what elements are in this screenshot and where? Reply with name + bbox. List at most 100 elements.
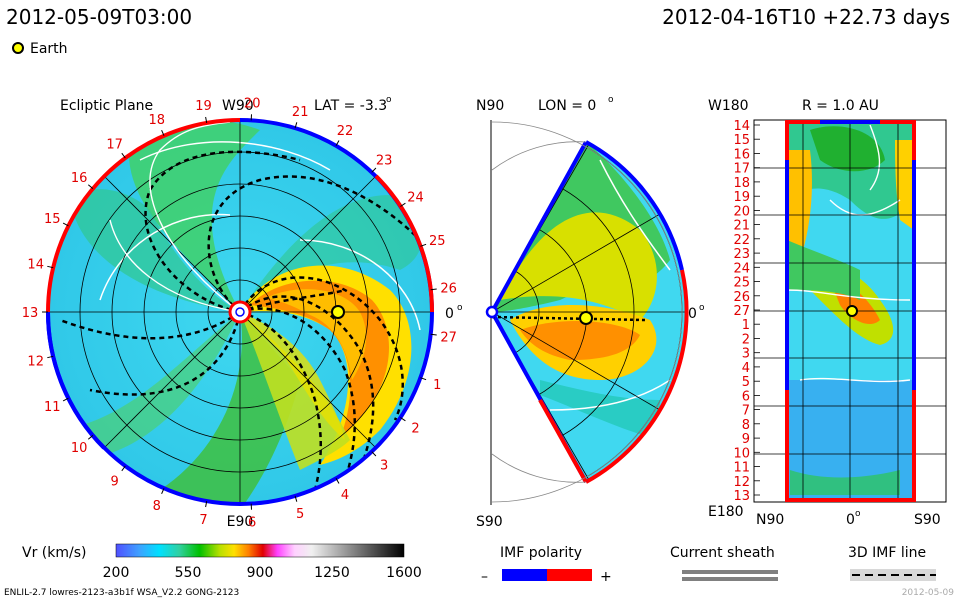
imf-line-legend: 3D IMF line (848, 545, 936, 581)
sphere-rotation-number: 4 (742, 361, 750, 376)
sphere-x-0: 0 (846, 512, 855, 528)
ecliptic-rotation-number: 7 (199, 513, 207, 528)
sphere-rotation-number: 27 (733, 304, 750, 319)
sphere-x-s90: S90 (914, 512, 941, 528)
ecliptic-rotation-number: 14 (27, 258, 44, 273)
sphere-rotation-number: 15 (733, 133, 750, 148)
sphere-rotation-numbers: 1415161718192021222324252627123456789101… (733, 119, 760, 504)
sphere-r-label: R = 1.0 AU (802, 98, 879, 114)
sphere-rotation-number: 17 (733, 162, 750, 177)
imf-line-label: 3D IMF line (848, 545, 926, 561)
earth-legend-label: Earth (30, 41, 68, 57)
sphere-rotation-number: 8 (742, 418, 750, 433)
current-sheath-label: Current sheath (670, 545, 775, 561)
ecliptic-rotation-tick (335, 140, 340, 146)
imf-polarity-legend: IMF polarity – + (481, 545, 612, 585)
header-left-time: 2012-05-09T03:00 (6, 5, 192, 29)
ecliptic-rotation-tick (335, 478, 340, 484)
ecliptic-rotation-number: 12 (27, 354, 44, 369)
imf-negative-swatch (502, 569, 547, 581)
current-sheath-line1 (682, 570, 778, 574)
ecliptic-rotation-number: 24 (407, 191, 424, 206)
sphere-rotation-number: 11 (733, 461, 750, 476)
sphere-rotation-number: 22 (733, 233, 750, 248)
ecliptic-rotation-number: 15 (44, 212, 61, 227)
sphere-x-n90: N90 (756, 512, 784, 528)
sphere-rotation-number: 16 (733, 148, 750, 163)
sphere-rotation-number: 19 (733, 190, 750, 205)
colorbar: Vr (km/s) 200 550 900 1250 1600 (22, 543, 422, 581)
meridional-top-label: N90 (476, 98, 504, 114)
sphere-rotation-number: 6 (742, 389, 750, 404)
ecliptic-rotation-number: 25 (429, 234, 446, 249)
ecliptic-right-label: 0 (445, 306, 454, 322)
ecliptic-rotation-number: 10 (71, 441, 88, 456)
ecliptic-rotation-tick (161, 488, 165, 494)
ecliptic-rotation-number: 19 (195, 99, 212, 114)
ecliptic-rotation-tick (205, 501, 208, 508)
ecliptic-rotation-tick (47, 265, 54, 269)
ecliptic-rotation-number: 4 (341, 488, 349, 503)
ecliptic-rotation-number: 1 (433, 378, 441, 393)
ecliptic-rotation-tick (121, 465, 126, 472)
current-sheath-legend: Current sheath (670, 545, 778, 581)
imf-polarity-label: IMF polarity (500, 545, 582, 561)
sphere-bottom-left: E180 (708, 504, 744, 520)
sphere-rotation-number: 26 (733, 290, 750, 305)
ecliptic-rotation-tick (62, 397, 69, 402)
imf-positive-swatch (547, 569, 592, 581)
sphere-top-label: W180 (708, 98, 749, 114)
ecliptic-rotation-tick (294, 495, 298, 502)
ecliptic-rotation-tick (430, 333, 437, 336)
ecliptic-rotation-tick (87, 184, 94, 189)
sphere-rotation-number: 1 (742, 318, 750, 333)
ecliptic-rotation-numbers: 19 20212223242526271234567891011121314151… (22, 96, 457, 530)
sphere-rotation-number: 5 (742, 375, 750, 390)
colorbar-tick-1600: 1600 (386, 565, 422, 581)
ecliptic-rotation-tick (400, 417, 406, 422)
colorbar-gradient (115, 543, 405, 558)
ecliptic-rotation-number: 20 (244, 96, 261, 111)
meridional-bottom-label: S90 (476, 514, 503, 530)
imf-minus: – (481, 569, 488, 585)
ecliptic-rotation-number: 21 (292, 105, 309, 120)
ecliptic-rotation-number: 27 (440, 330, 457, 345)
ecliptic-rotation-number: 22 (337, 124, 354, 139)
colorbar-tick-1250: 1250 (314, 565, 350, 581)
meridional-right-label: 0 (688, 306, 697, 322)
sphere-rotation-number: 12 (733, 475, 750, 490)
ecliptic-rotation-number: 13 (22, 306, 39, 321)
sphere-rotation-number: 23 (733, 247, 750, 262)
current-sheath-line2 (682, 577, 778, 581)
ecliptic-top-label: W90 (222, 98, 254, 114)
ecliptic-rotation-tick (420, 243, 427, 247)
ecliptic-rotation-tick (161, 130, 165, 136)
sphere-rotation-number: 24 (733, 261, 750, 276)
meridional-lon-degree: o (608, 95, 614, 105)
meridional-right-degree: o (699, 303, 705, 313)
meridional-lon-label: LON = 0 (538, 98, 596, 114)
earth-marker-meridional (579, 311, 593, 325)
sphere-x-degree: o (855, 509, 861, 519)
colorbar-tick-200: 200 (103, 565, 130, 581)
ecliptic-rotation-tick (371, 451, 377, 457)
ecliptic-rotation-number: 2 (411, 421, 419, 436)
earth-marker-sphere (846, 305, 858, 317)
sphere-rotation-number: 9 (742, 432, 750, 447)
sphere-rotation-number: 21 (733, 219, 750, 234)
sphere-panel: W180 R = 1.0 AU (708, 98, 947, 528)
sphere-rotation-number: 20 (733, 204, 750, 219)
sphere-rotation-number: 18 (733, 176, 750, 191)
ecliptic-lat-degree: o (386, 95, 392, 105)
sphere-rotation-number: 13 (733, 489, 750, 504)
ecliptic-rotation-tick (87, 435, 94, 440)
ecliptic-rotation-number: 16 (71, 171, 88, 186)
sphere-rotation-number: 14 (733, 119, 750, 134)
ecliptic-rotation-number: 6 (248, 516, 256, 531)
ecliptic-bottom-label: E90 (227, 514, 254, 530)
ecliptic-rotation-tick (205, 116, 208, 123)
ecliptic-rotation-number: 9 (110, 474, 118, 489)
earth-marker (331, 305, 345, 319)
sphere-rotation-number: 7 (742, 404, 750, 419)
ecliptic-rotation-number: 5 (296, 507, 304, 522)
